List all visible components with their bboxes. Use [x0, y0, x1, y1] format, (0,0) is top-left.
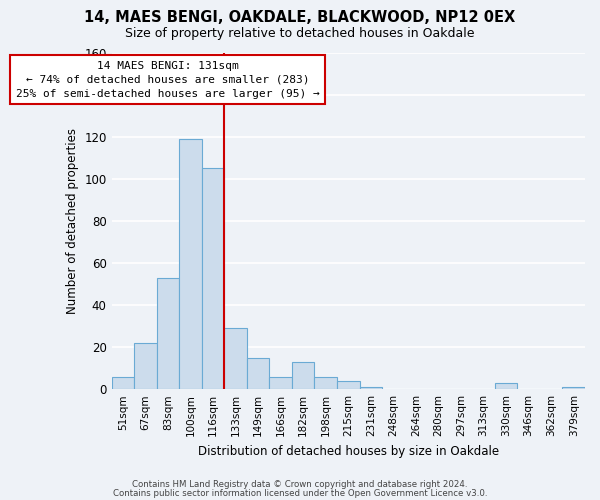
Bar: [247, 358, 269, 389]
X-axis label: Distribution of detached houses by size in Oakdale: Distribution of detached houses by size …: [197, 444, 499, 458]
Bar: [112, 376, 134, 389]
Text: Contains HM Land Registry data © Crown copyright and database right 2024.: Contains HM Land Registry data © Crown c…: [132, 480, 468, 489]
Bar: [359, 387, 382, 389]
Bar: [157, 278, 179, 389]
Text: Contains public sector information licensed under the Open Government Licence v3: Contains public sector information licen…: [113, 488, 487, 498]
Bar: [292, 362, 314, 389]
Bar: [202, 168, 224, 389]
Bar: [337, 381, 359, 389]
Y-axis label: Number of detached properties: Number of detached properties: [66, 128, 79, 314]
Bar: [314, 376, 337, 389]
Bar: [269, 376, 292, 389]
Bar: [562, 387, 585, 389]
Bar: [495, 383, 517, 389]
Bar: [179, 139, 202, 389]
Text: Size of property relative to detached houses in Oakdale: Size of property relative to detached ho…: [125, 28, 475, 40]
Bar: [224, 328, 247, 389]
Text: 14 MAES BENGI: 131sqm
← 74% of detached houses are smaller (283)
25% of semi-det: 14 MAES BENGI: 131sqm ← 74% of detached …: [16, 61, 320, 99]
Text: 14, MAES BENGI, OAKDALE, BLACKWOOD, NP12 0EX: 14, MAES BENGI, OAKDALE, BLACKWOOD, NP12…: [85, 10, 515, 25]
Bar: [134, 343, 157, 389]
